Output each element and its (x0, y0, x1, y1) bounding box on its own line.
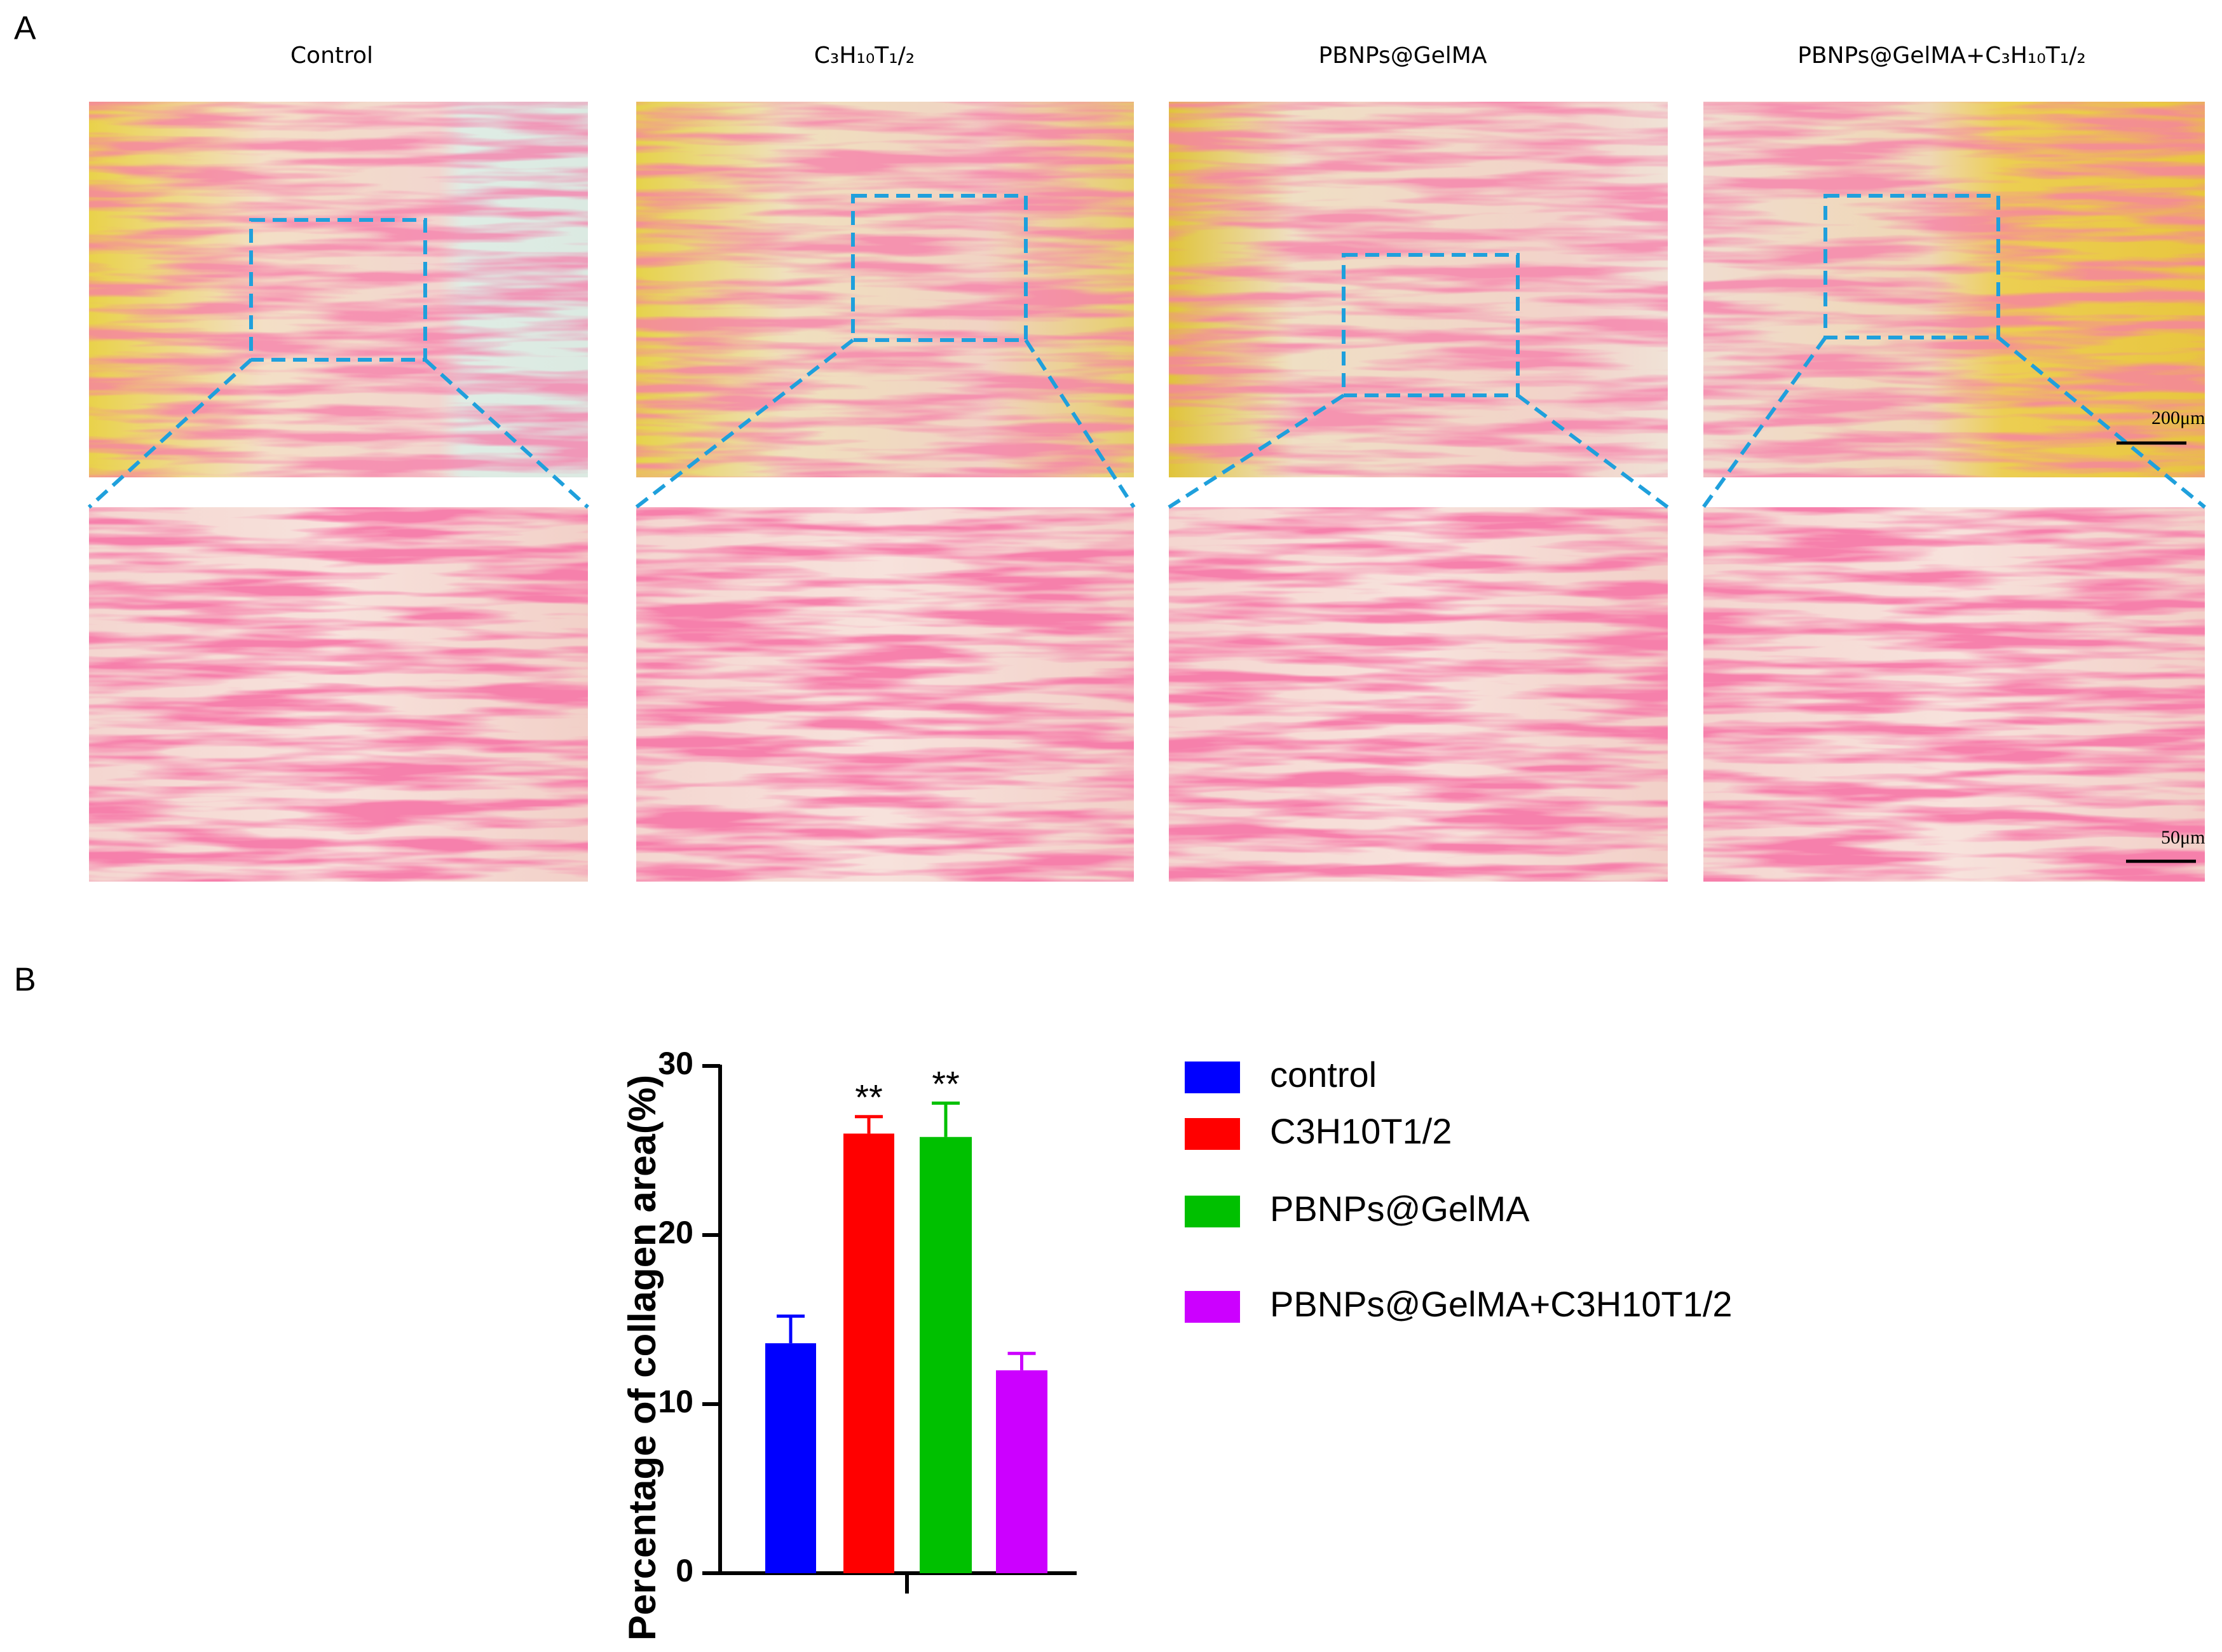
legend-label: C3H10T1/2 (1270, 1111, 1452, 1151)
column-title: PBNPs@GelMA+C₃H₁₀T₁/₂ (1797, 43, 2086, 69)
error-bar (777, 1314, 805, 1344)
legend-label: PBNPs@GelMA+C3H10T1/2 (1270, 1284, 1733, 1324)
fiber-texture (1169, 507, 1668, 882)
legend-swatch (1185, 1291, 1240, 1323)
column-title: C₃H₁₀T₁/₂ (814, 43, 915, 69)
zoom-box (1342, 253, 1520, 397)
fiber-texture (636, 507, 1134, 882)
y-tick-label: 10 (658, 1384, 693, 1419)
y-tick-label: 20 (658, 1215, 693, 1250)
zoom-box (851, 194, 1028, 342)
error-bar (932, 1102, 960, 1137)
bar (843, 1133, 894, 1573)
error-bar (1007, 1351, 1036, 1370)
bar (920, 1137, 972, 1573)
bar (996, 1370, 1047, 1573)
legend-swatch (1185, 1062, 1240, 1093)
fiber-texture (89, 507, 588, 882)
zoom-line (1701, 336, 1827, 509)
micrographs: A Control C₃H₁₀T₁/₂ PBNPs@GelMA PBNPs@GelMA+… (14, 10, 2206, 882)
fiber-texture (1703, 507, 2205, 882)
significance: ** (932, 1063, 960, 1103)
y-axis-label: Percentage of collagen area(%) (621, 1075, 664, 1641)
fiber-texture (1169, 102, 1668, 477)
zoom-box (1823, 194, 2000, 339)
column-title: PBNPs@GelMA (1319, 43, 1487, 69)
legend-swatch (1185, 1196, 1240, 1227)
legend-label: PBNPs@GelMA (1270, 1189, 1530, 1229)
zoom-line (87, 358, 253, 509)
panel-label: B (14, 962, 36, 999)
zoom-line (423, 358, 590, 509)
column-title: Control (290, 43, 373, 69)
error-bar (855, 1115, 883, 1134)
fiber-texture (1703, 102, 2205, 477)
significance: ** (855, 1077, 883, 1117)
zoom-line (1168, 393, 1345, 509)
zoom-line (1997, 336, 2206, 509)
zoom-line (1517, 393, 1669, 509)
scale-bar-label: 50μm (2161, 827, 2205, 848)
zoom-line (1024, 339, 1136, 509)
panel-label: A (14, 10, 36, 47)
scale-bar-label: 200μm (2151, 407, 2205, 428)
bar (765, 1343, 816, 1573)
fiber-texture (89, 102, 588, 477)
legend-swatch (1185, 1118, 1240, 1150)
y-tick-label: 0 (676, 1553, 693, 1588)
zoom-line (635, 338, 854, 509)
fiber-texture (636, 102, 1134, 477)
y-tick-label: 30 (658, 1046, 693, 1081)
bar-chart: B Percentage of collagen area(%) 0 10 20 30 co… (14, 962, 1733, 1641)
legend-label: control (1270, 1055, 1377, 1095)
zoom-box (249, 218, 427, 362)
